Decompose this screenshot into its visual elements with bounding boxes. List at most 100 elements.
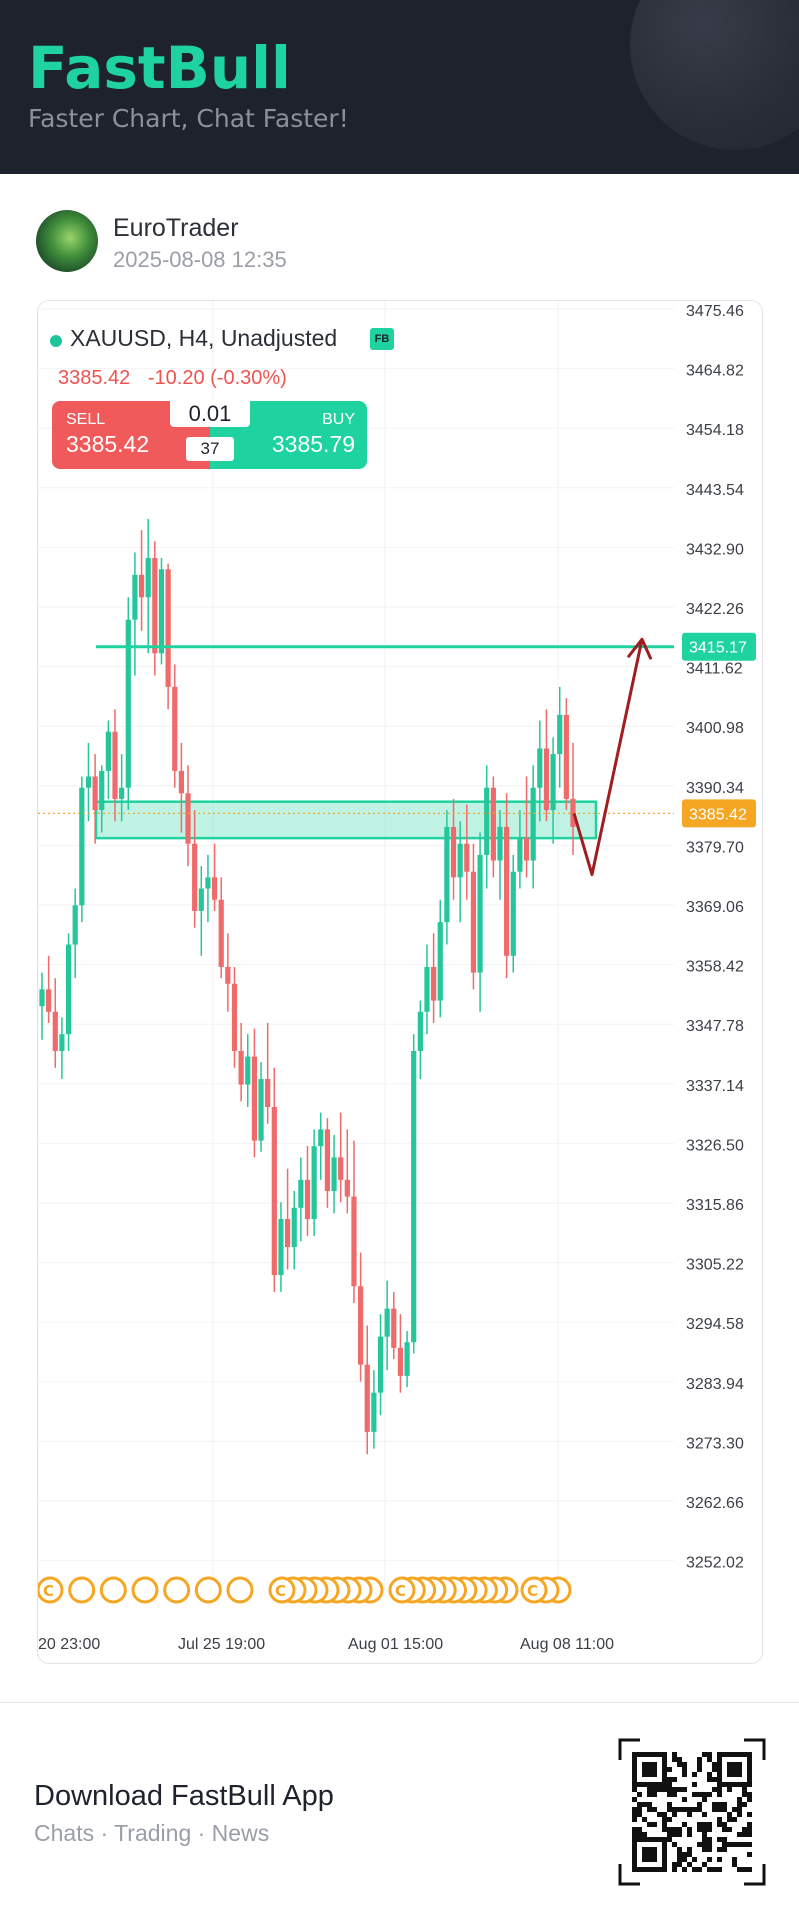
y-tick-label: 3369.06 <box>686 899 744 916</box>
qr-module <box>682 1767 687 1772</box>
qr-module <box>707 1842 712 1847</box>
qr-module <box>697 1792 702 1797</box>
candle-body <box>377 1336 384 1393</box>
y-tick-label: 3337.14 <box>686 1078 744 1095</box>
qr-module <box>672 1812 677 1817</box>
qr-module <box>667 1837 672 1842</box>
qr-module <box>707 1847 712 1852</box>
qr-module <box>657 1812 662 1817</box>
qr-module <box>727 1842 732 1847</box>
candle-body <box>238 1050 244 1085</box>
qr-module <box>667 1827 672 1832</box>
coin-event-icon <box>131 1576 159 1604</box>
qr-module <box>697 1767 702 1772</box>
y-tick-label: 3422.26 <box>686 601 744 618</box>
qr-module <box>682 1772 687 1777</box>
qr-module <box>677 1807 682 1812</box>
qr-module <box>672 1827 677 1832</box>
coin-event-icon <box>163 1576 191 1604</box>
qr-module <box>717 1802 722 1807</box>
candle-body <box>457 843 463 878</box>
candle-body <box>437 922 443 1001</box>
support-zone <box>94 800 598 840</box>
qr-module <box>637 1832 642 1837</box>
qr-module <box>667 1782 672 1787</box>
y-tick-label: 3326.50 <box>686 1137 744 1154</box>
candle-body <box>470 871 477 973</box>
qr-module <box>697 1867 702 1872</box>
qr-module <box>717 1847 722 1852</box>
status-dot <box>50 335 62 347</box>
qr-module <box>722 1837 727 1842</box>
qr-module <box>637 1827 642 1832</box>
qr-module <box>672 1832 677 1837</box>
qr-finder-core <box>727 1762 742 1777</box>
y-tick-label: 3262.66 <box>686 1495 744 1512</box>
candle-body <box>530 787 536 861</box>
candle-body <box>391 1308 397 1348</box>
qr-module <box>727 1817 732 1822</box>
qr-module <box>747 1792 752 1797</box>
candle-body <box>85 776 92 788</box>
qr-module <box>747 1827 752 1832</box>
qr-module <box>682 1852 687 1857</box>
qr-module <box>642 1802 647 1807</box>
qr-module <box>707 1867 712 1872</box>
qr-module <box>737 1802 742 1807</box>
qr-module <box>742 1832 747 1837</box>
candle-body <box>198 888 204 911</box>
candle-body <box>464 843 470 872</box>
qr-module <box>682 1867 687 1872</box>
qr-module <box>677 1827 682 1832</box>
qr-module <box>687 1852 692 1857</box>
qr-module <box>742 1787 747 1792</box>
y-tick-label: 3252.02 <box>686 1555 744 1572</box>
candle-body <box>178 770 184 794</box>
qr-module <box>682 1822 687 1827</box>
y-tick-label: 3315.86 <box>686 1197 744 1214</box>
qr-code-icon[interactable] <box>618 1738 766 1886</box>
qr-module <box>702 1822 707 1827</box>
quantity-input[interactable]: 0.01 <box>170 401 250 427</box>
candle-body <box>497 826 503 861</box>
qr-module <box>687 1827 692 1832</box>
candle-body <box>271 1106 277 1276</box>
qr-module <box>647 1822 652 1827</box>
qr-module <box>717 1787 722 1792</box>
candle-body <box>523 838 530 861</box>
y-tick-label: 3379.70 <box>686 839 744 856</box>
download-title[interactable]: Download FastBull App <box>34 1780 334 1812</box>
qr-module <box>722 1847 727 1852</box>
qr-module <box>702 1812 707 1817</box>
fb-badge-icon: FB <box>370 328 394 350</box>
candlestick-chart[interactable]: 3475.46 3464.82 3454.18 3443.54 3432.90 3422.… <box>38 301 763 1664</box>
candle-body <box>211 877 218 900</box>
candle-body <box>318 1129 324 1147</box>
qr-module <box>647 1807 652 1812</box>
qr-module <box>682 1807 687 1812</box>
candle-body <box>298 1179 304 1208</box>
qr-module <box>667 1777 672 1782</box>
qr-module <box>657 1787 662 1792</box>
candle-body <box>99 770 105 811</box>
qr-module <box>652 1807 657 1812</box>
coin-event-glyph: C <box>275 1582 286 1600</box>
candle-body <box>450 826 457 878</box>
coin-event-glyph: C <box>395 1582 406 1600</box>
chart-card[interactable]: 3475.46 3464.82 3454.18 3443.54 3432.90 3422.… <box>37 300 763 1664</box>
qr-module <box>722 1842 727 1847</box>
candle-body <box>46 989 52 1012</box>
candle-body <box>557 714 563 755</box>
resistance-price-tag: 3415.17 <box>689 640 747 657</box>
username[interactable]: EuroTrader <box>113 214 239 242</box>
candle-body <box>351 1196 357 1287</box>
qr-module <box>692 1772 697 1777</box>
qr-module <box>637 1807 642 1812</box>
projection-arrow <box>572 638 644 877</box>
qr-module <box>632 1827 637 1832</box>
qr-module <box>717 1822 722 1827</box>
avatar[interactable] <box>36 210 98 272</box>
qr-module <box>702 1837 707 1842</box>
qr-module <box>722 1807 727 1812</box>
candle-body <box>158 569 165 654</box>
